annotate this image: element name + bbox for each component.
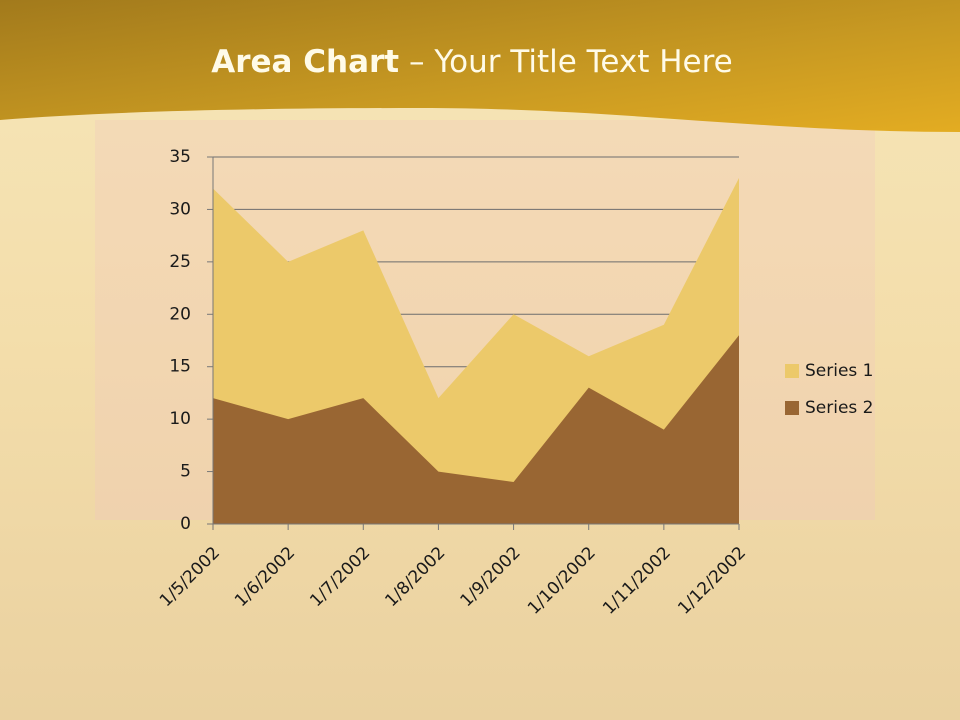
y-tick-label: 20: [169, 304, 191, 324]
title-bold: Area Chart: [211, 44, 399, 80]
title-rest: – Your Title Text Here: [409, 44, 733, 80]
legend-swatch: [785, 364, 799, 378]
area: [213, 335, 739, 524]
legend-label: Series 2: [805, 398, 874, 418]
legend-label: Series 1: [805, 361, 874, 381]
y-tick-label: 25: [169, 252, 191, 272]
y-tick-label: 15: [169, 357, 191, 377]
y-tick-label: 10: [169, 409, 191, 429]
header-band: [0, 0, 960, 132]
y-tick-label: 30: [169, 199, 191, 219]
y-tick-label: 5: [180, 462, 191, 482]
y-tick-label: 35: [169, 147, 191, 167]
chart-title: Area Chart – Your Title Text Here: [211, 44, 732, 80]
y-tick-label: 0: [180, 514, 191, 534]
legend-swatch: [785, 401, 799, 415]
